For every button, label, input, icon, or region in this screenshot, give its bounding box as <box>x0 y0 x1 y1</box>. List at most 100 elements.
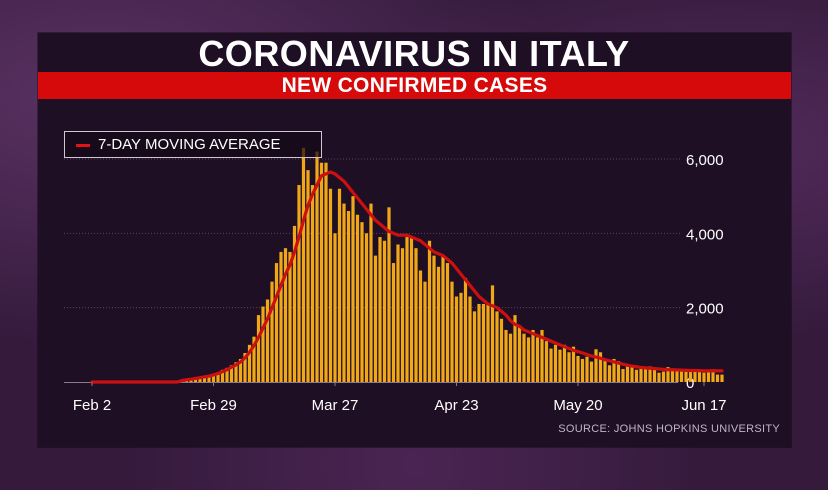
bar <box>297 185 301 382</box>
chart-subtitle: NEW CONFIRMED CASES <box>281 74 548 97</box>
bar <box>342 203 346 382</box>
x-tick-label: Mar 27 <box>312 397 359 414</box>
bar <box>621 368 625 382</box>
bar <box>508 333 513 382</box>
bar <box>576 355 580 382</box>
bar <box>202 375 207 382</box>
bar <box>225 367 229 382</box>
bar <box>238 358 243 382</box>
bar <box>423 281 427 382</box>
bar <box>292 225 297 382</box>
bar <box>639 367 643 382</box>
bar <box>216 372 220 382</box>
bar <box>477 303 481 382</box>
bar <box>279 251 283 382</box>
bar <box>517 326 522 382</box>
bar <box>301 147 306 382</box>
bar <box>490 285 495 382</box>
bar <box>657 372 661 382</box>
bar <box>382 240 387 382</box>
bar <box>643 367 648 382</box>
bar <box>427 240 432 382</box>
page-title: CORONAVIRUS IN ITALY <box>198 33 630 74</box>
bar <box>607 365 612 382</box>
bar <box>540 329 544 382</box>
bar <box>355 214 360 382</box>
bar <box>391 263 396 382</box>
bar <box>261 306 265 382</box>
bar <box>675 370 679 382</box>
legend-label-moving-average: 7-DAY MOVING AVERAGE <box>98 136 281 153</box>
bar <box>333 233 337 382</box>
y-tick-label-4000: 4,000 <box>686 226 724 243</box>
bar <box>594 349 598 382</box>
bar <box>468 296 472 382</box>
bar <box>265 299 270 382</box>
bar <box>495 311 499 382</box>
bar <box>409 237 414 382</box>
bar <box>369 203 373 382</box>
bar <box>688 369 693 382</box>
bar <box>247 344 252 382</box>
bar <box>315 151 319 382</box>
bar <box>549 348 553 382</box>
bar <box>454 296 459 382</box>
bar <box>571 346 576 382</box>
bar <box>693 369 697 382</box>
bar <box>337 188 342 382</box>
bar <box>243 353 247 382</box>
bar <box>211 373 216 382</box>
bar <box>481 303 486 382</box>
bar <box>360 222 364 382</box>
y-tick-label-0: 0 <box>686 375 694 392</box>
bar <box>418 270 423 382</box>
bar <box>396 244 400 382</box>
bar <box>328 188 333 382</box>
bar <box>630 366 634 382</box>
bar <box>553 344 558 382</box>
bar <box>706 370 711 382</box>
bar <box>283 248 288 382</box>
bar <box>580 358 585 382</box>
bar <box>450 281 454 382</box>
bar <box>634 369 639 382</box>
bar <box>648 366 652 382</box>
bar <box>670 368 675 382</box>
bar <box>513 315 517 382</box>
bar <box>319 162 324 382</box>
bar <box>486 303 490 382</box>
bar <box>535 337 540 382</box>
bar <box>364 233 369 382</box>
bar <box>414 248 418 382</box>
bar <box>598 352 603 382</box>
bar <box>252 336 256 382</box>
bar <box>274 263 279 382</box>
bar <box>679 370 684 382</box>
bar <box>229 365 234 382</box>
bar <box>234 362 238 382</box>
legend-swatch-moving-average <box>76 144 90 147</box>
bar <box>720 374 724 382</box>
bar <box>288 251 292 382</box>
bar <box>459 292 463 382</box>
bar <box>589 361 594 382</box>
bar <box>562 344 567 382</box>
bar <box>603 360 607 382</box>
bar <box>684 371 688 382</box>
source-note: SOURCE: JOHNS HOPKINS UNIVERSITY <box>558 423 780 435</box>
bar <box>373 255 378 382</box>
bar <box>387 207 391 382</box>
x-tick-label: Apr 23 <box>434 397 478 414</box>
bar <box>652 368 657 382</box>
bar <box>526 337 531 382</box>
bar <box>270 281 274 382</box>
bar <box>220 369 225 382</box>
bar <box>544 341 549 382</box>
bar <box>702 372 706 382</box>
bar <box>256 315 261 382</box>
bar <box>625 365 630 382</box>
bar <box>711 369 715 382</box>
moving-average-line <box>90 170 724 384</box>
bar <box>378 237 382 382</box>
bar <box>522 333 526 382</box>
